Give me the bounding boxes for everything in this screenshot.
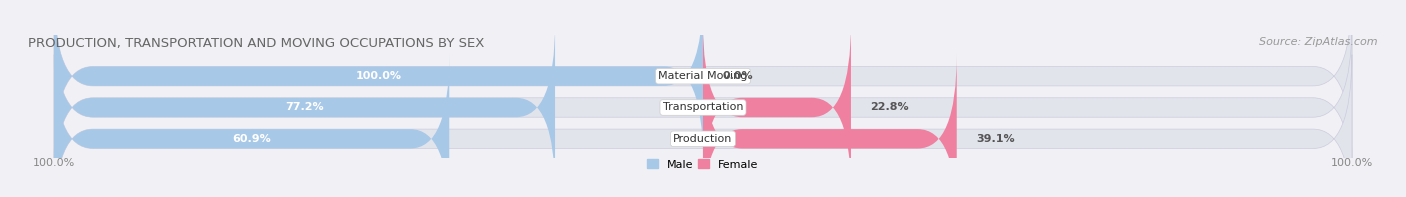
Text: 39.1%: 39.1% [976, 134, 1015, 144]
Text: 100.0%: 100.0% [32, 158, 75, 168]
Text: PRODUCTION, TRANSPORTATION AND MOVING OCCUPATIONS BY SEX: PRODUCTION, TRANSPORTATION AND MOVING OC… [28, 37, 485, 50]
Text: 77.2%: 77.2% [285, 102, 323, 112]
Legend: Male, Female: Male, Female [643, 155, 763, 174]
Text: 0.0%: 0.0% [723, 71, 754, 81]
FancyBboxPatch shape [53, 55, 1353, 197]
Text: Material Moving: Material Moving [658, 71, 748, 81]
Text: Production: Production [673, 134, 733, 144]
FancyBboxPatch shape [703, 55, 956, 197]
FancyBboxPatch shape [53, 0, 703, 160]
Text: Transportation: Transportation [662, 102, 744, 112]
FancyBboxPatch shape [703, 23, 851, 192]
FancyBboxPatch shape [53, 23, 555, 192]
Text: 100.0%: 100.0% [1331, 158, 1374, 168]
FancyBboxPatch shape [53, 55, 450, 197]
Text: 60.9%: 60.9% [232, 134, 271, 144]
FancyBboxPatch shape [53, 0, 1353, 160]
Text: 22.8%: 22.8% [870, 102, 910, 112]
Text: Source: ZipAtlas.com: Source: ZipAtlas.com [1260, 37, 1378, 47]
Text: 100.0%: 100.0% [356, 71, 402, 81]
FancyBboxPatch shape [53, 23, 1353, 192]
